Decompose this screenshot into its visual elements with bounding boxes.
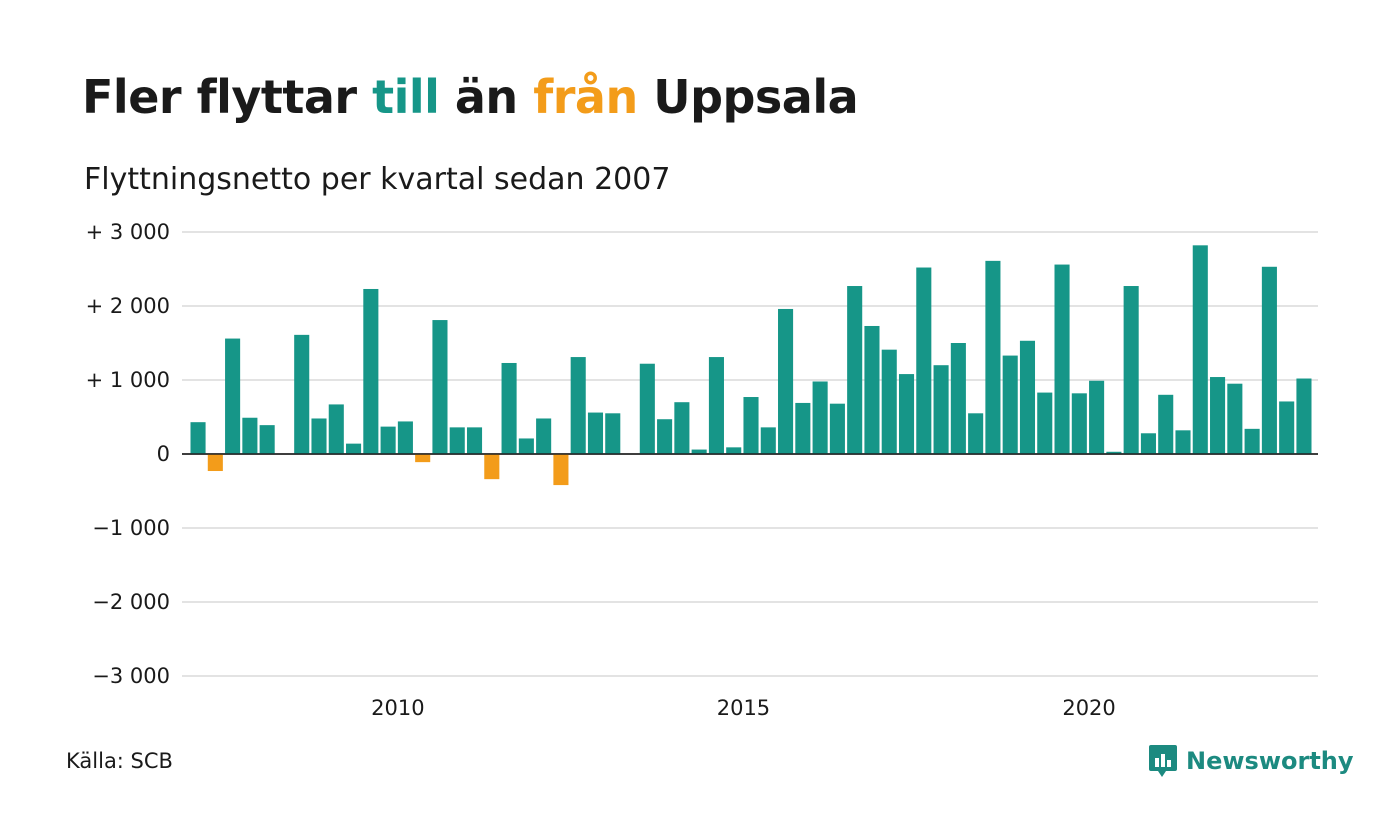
bar-2017-q2 [898,374,915,454]
bar-2023-q1 [1296,378,1312,454]
x-tick-label: 2020 [1062,696,1115,720]
bar-2022-q3 [1261,266,1277,454]
x-tick-label: 2010 [371,696,424,720]
bar-2011-q4 [518,438,534,454]
bar-2007-q2 [207,454,223,472]
bar-2015-q4 [795,402,811,454]
bar-2011-q2 [484,454,500,480]
bar-2013-q3 [639,363,655,454]
bar-2010-q4 [449,427,465,454]
newsworthy-logo: Newsworthy [1148,743,1354,779]
bar-2016-q1 [812,381,828,454]
bar-chart: + 3 000 + 2 000 + 1 000 0 −1 000 −2 000 −3 000… [86,220,1318,720]
chart-speech-bubble-icon [1149,745,1177,777]
bar-2010-q2 [415,454,431,463]
bar-2017-q1 [881,349,897,454]
bar-2012-q1 [536,418,552,454]
bar-2015-q3 [778,308,794,454]
y-tick-label: + 1 000 [86,368,170,392]
source-note: Källa: SCB [66,749,173,773]
bar-2014-q3 [708,357,724,454]
bar-2012-q3 [570,357,586,454]
bar-2020-q3 [1123,286,1139,454]
y-tick-label: −3 000 [92,664,170,688]
bar-2020-q2 [1106,451,1122,454]
title-word-fran: från [533,70,638,124]
bar-2016-q4 [864,325,880,454]
bar-2018-q1 [950,343,966,454]
bar-2009-q1 [328,404,344,454]
bar-2022-q4 [1279,401,1295,454]
y-tick-label: + 2 000 [86,294,170,318]
bar-2021-q3 [1192,245,1208,454]
y-tick-label: −2 000 [92,590,170,614]
bar-2012-q4 [587,412,604,454]
bar-2015-q1 [743,397,759,454]
bar-2022-q2 [1244,428,1260,454]
bar-2019-q3 [1054,264,1070,454]
bar-2016-q3 [847,286,863,454]
bar-2011-q1 [466,427,483,454]
bar-2007-q3 [225,338,241,454]
title-part-3: Uppsala [637,70,859,124]
y-tick-label: −1 000 [92,516,170,540]
bar-2020-q1 [1089,380,1105,454]
bar-2009-q4 [380,426,396,454]
bar-2022-q1 [1227,383,1243,454]
bar-2014-q2 [691,449,707,454]
chart-title: Fler flyttar till än från Uppsala [82,70,859,124]
title-word-till: till [372,70,440,124]
bar-2016-q2 [829,403,845,454]
bar-2019-q1 [1019,340,1036,454]
chart-subtitle: Flyttningsnetto per kvartal sedan 2007 [84,162,671,197]
bar-2008-q1 [259,425,275,454]
bar-2012-q2 [553,454,569,486]
bar-2018-q4 [1002,355,1018,454]
logo-text: Newsworthy [1186,747,1354,775]
bar-2014-q1 [674,402,690,454]
y-tick-label: 0 [157,442,170,466]
bar-2018-q3 [985,260,1001,454]
bar-2014-q4 [726,447,742,454]
bar-2010-q3 [432,320,448,454]
bar-2010-q1 [397,421,413,454]
bar-2020-q4 [1140,433,1156,454]
bar-2007-q1 [190,422,206,454]
bar-2017-q4 [933,365,949,454]
bar-2013-q4 [657,419,673,454]
bar-2021-q2 [1175,430,1191,454]
bar-2018-q2 [968,413,984,454]
title-part-2: än [439,70,534,124]
bar-2011-q3 [501,362,517,454]
bar-2021-q4 [1210,377,1226,454]
y-tick-label: + 3 000 [86,220,170,244]
bar-2021-q1 [1158,394,1174,454]
bar-2009-q2 [346,443,362,454]
bar-2008-q4 [311,418,327,454]
bar-2017-q3 [916,267,932,454]
bar-2019-q2 [1037,392,1053,454]
bar-2019-q4 [1071,393,1087,454]
bar-2009-q3 [363,288,379,454]
bar-2015-q2 [760,427,776,454]
bar-2007-q4 [242,417,258,454]
title-part-1: Fler flyttar [82,70,373,124]
bar-2013-q1 [605,413,621,454]
x-tick-label: 2015 [717,696,770,720]
bar-2008-q3 [294,334,310,454]
